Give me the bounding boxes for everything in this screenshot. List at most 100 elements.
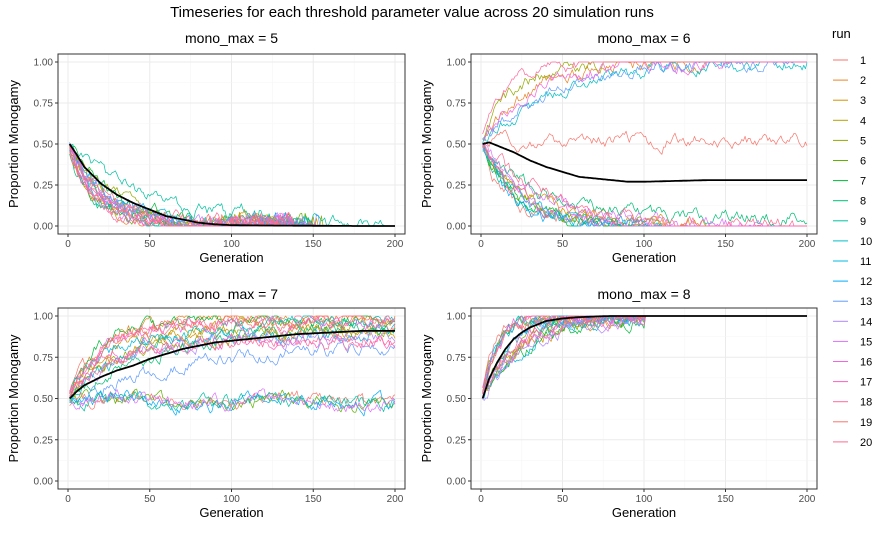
run-line-10 [482,61,808,144]
x-tick-label: 50 [144,239,156,250]
legend-item-16: 16 [832,352,872,370]
run-line-15 [69,388,396,413]
panel-title: mono_max = 6 [598,30,691,46]
y-tick-label: 0.25 [447,435,467,446]
run-line-2 [69,315,396,399]
panel-group: mono_max = 5 0 50 100 150 200 0.00 0.25 0.50 0.75… [6,30,818,520]
y-tick-label: 0.25 [34,181,54,192]
legend-item-1: 1 [832,51,866,68]
legend-item-14: 14 [832,312,872,330]
legend-item-19: 19 [832,412,872,430]
legend-label: 18 [860,397,872,409]
y-axis-title: Proportion Monogamy [6,334,21,462]
legend-label: 7 [860,176,866,188]
legend-item-4: 4 [832,111,866,129]
legend-label: 8 [860,196,866,208]
mean-line [482,141,807,183]
y-tick-label: 1.00 [447,58,467,69]
run-lines [482,61,808,227]
x-tick-label: 150 [305,494,322,505]
y-tick-label: 0.50 [34,394,54,405]
y-tick-label: 0.50 [447,394,467,405]
run-line-20 [482,144,807,227]
panel-3: mono_max = 7 0 50 100 150 200 0.00 0.25 0.50 0.75… [6,286,406,520]
y-tick-label: 0.75 [34,99,54,110]
x-tick-label: 0 [478,239,484,250]
x-tick-label: 50 [557,494,569,505]
x-tick-label: 50 [557,239,569,250]
run-line-16 [69,315,396,393]
panel-4: mono_max = 8 0 50 100 150 200 0.00 0.25 0.50 0.75… [419,286,818,520]
legend-label: 3 [860,95,866,107]
legend-item-3: 3 [832,91,866,109]
y-tick-label: 0.75 [447,99,467,110]
x-tick-label: 150 [305,239,322,250]
x-tick-label: 200 [799,494,816,505]
x-tick-label: 200 [799,239,816,250]
legend-label: 1 [860,55,866,67]
legend-item-2: 2 [832,71,866,89]
y-tick-label: 0.50 [34,140,54,151]
legend-item-9: 9 [832,211,866,229]
legend-item-15: 15 [832,332,872,350]
legend-label: 10 [860,236,872,248]
y-axis-title: Proportion Monogamy [419,334,434,462]
y-axis-title: Proportion Monogamy [419,80,434,208]
legend-label: 17 [860,377,872,389]
y-tick-label: 0.00 [447,222,467,233]
x-tick-label: 200 [387,494,404,505]
run-line-1 [69,390,396,410]
y-tick-label: 0.50 [447,140,467,151]
y-tick-label: 1.00 [447,312,467,323]
panel-title: mono_max = 7 [185,286,278,302]
panel-title: mono_max = 5 [185,30,278,46]
legend-label: 4 [860,115,866,127]
legend-label: 12 [860,276,872,288]
x-tick-label: 100 [636,494,653,505]
run-line-20 [69,315,396,397]
y-tick-label: 0.25 [447,181,467,192]
legend-title: run [832,26,851,41]
run-line-18 [482,61,807,135]
run-line-13 [482,61,807,139]
run-line-19 [482,129,808,155]
run-line-4 [69,315,396,395]
legend-item-6: 6 [832,151,866,169]
legend-label: 16 [860,357,872,369]
x-tick-label: 100 [636,239,653,250]
legend-item-20: 20 [832,432,872,450]
legend-label: 20 [860,437,872,449]
x-tick-label: 150 [717,239,734,250]
legend-label: 11 [860,256,871,268]
legend-label: 13 [860,296,872,308]
run-line-8 [482,146,808,227]
x-tick-label: 0 [65,494,71,505]
legend-label: 19 [860,417,872,429]
chart-title: Timeseries for each threshold parameter … [170,4,654,21]
legend-item-10: 10 [832,231,872,249]
y-tick-label: 0.00 [447,477,467,488]
legend-item-17: 17 [832,372,872,390]
mean-line [481,315,807,399]
legend-item-8: 8 [832,191,866,209]
x-tick-label: 50 [144,494,156,505]
panel-1: mono_max = 5 0 50 100 150 200 0.00 0.25 0.50 0.75… [6,30,406,265]
x-tick-label: 0 [478,494,484,505]
y-tick-label: 1.00 [34,312,54,323]
x-axis-title: Generation [612,250,676,265]
y-tick-label: 1.00 [34,58,54,69]
run-line-9 [69,144,395,227]
y-tick-label: 0.25 [34,435,54,446]
legend-label: 2 [860,75,866,87]
y-tick-label: 0.00 [34,477,54,488]
legend-item-5: 5 [832,131,866,149]
legend-item-7: 7 [832,171,866,189]
legend-item-12: 12 [832,272,872,290]
x-tick-label: 200 [387,239,404,250]
legend-label: 14 [860,316,872,328]
y-tick-label: 0.75 [447,353,467,364]
legend-label: 15 [860,336,872,348]
panel-title: mono_max = 8 [598,286,691,302]
